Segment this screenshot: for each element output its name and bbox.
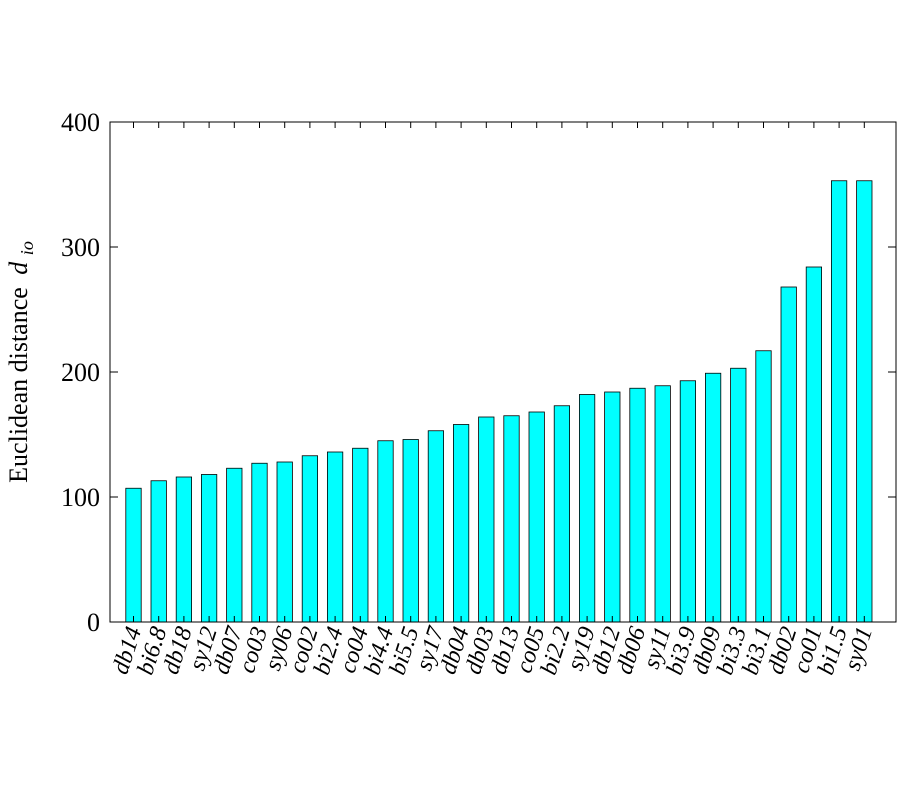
plot-frame [109,121,897,623]
bar-sy17 [427,430,445,623]
bar-bi4.4 [377,440,394,623]
bar-sy12 [200,474,218,623]
y-axis-title-text: Euclidean distance [4,287,33,483]
bar-db03 [478,416,495,623]
bar-bi3.3 [730,367,747,623]
bar-db09 [705,372,722,623]
bar-sy01 [856,180,873,623]
bar-sy19 [579,394,596,623]
bar-sy11 [654,385,671,623]
bar-db02 [780,286,797,623]
y-tick-label: 300 [61,233,100,262]
bar-co02 [301,455,319,623]
y-axis-labels: 0 100 200 300 400 [61,108,100,637]
y-tick-label: 0 [87,608,100,637]
bar-db04 [452,424,470,623]
bar-co03 [251,462,268,623]
y-tick-label: 200 [61,358,100,387]
bars-layer [125,180,873,623]
y-axis-title: Euclidean distance d io [4,241,37,483]
bar-bi1.5 [831,180,848,623]
x-axis-ticks [133,122,865,622]
bar-db12 [604,391,621,623]
bar-co01 [805,266,823,623]
bar-db14 [125,487,142,623]
y-axis-title-sub: io [17,241,37,255]
bar-bi3.1 [755,350,772,623]
bar-bi5.5 [402,439,419,623]
y-tick-label: 400 [61,108,100,137]
bar-co05 [528,411,545,623]
bar-bi3.9 [679,380,697,623]
y-tick-label: 100 [61,483,100,512]
bar-sy06 [276,461,293,623]
x-axis-labels: db14bi6.8db18sy12db07co03sy06co02bi2.4co… [108,623,878,678]
bar-db13 [503,415,520,623]
bar-db18 [175,476,192,623]
bar-co04 [352,447,369,623]
bar-bi6.8 [150,480,167,623]
bar-db07 [226,467,243,623]
y-axis-title-var: d [4,261,33,275]
bar-db06 [629,387,646,623]
bar-bi2.4 [326,451,344,623]
bar-bi2.2 [553,405,571,623]
